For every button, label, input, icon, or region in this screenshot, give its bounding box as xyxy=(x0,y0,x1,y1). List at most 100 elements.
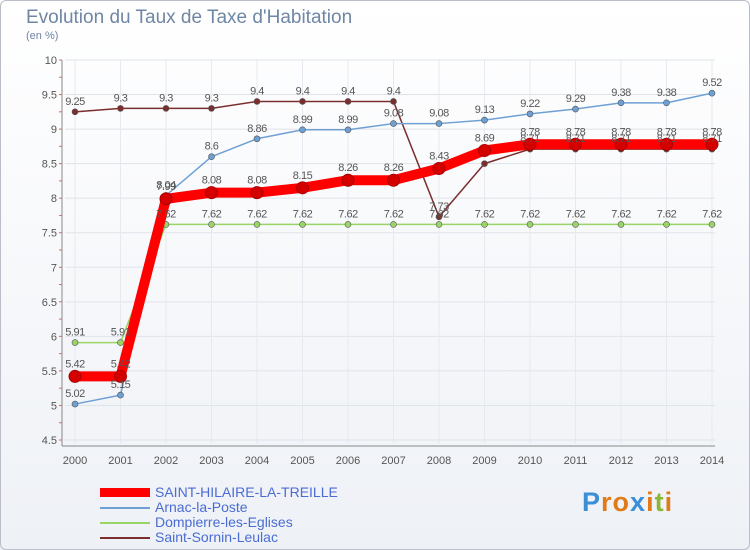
legend-swatch xyxy=(100,537,150,539)
data-label: 5.42 xyxy=(65,358,85,370)
x-tick-label: 2012 xyxy=(609,455,633,467)
y-tick-label: 8.5 xyxy=(42,159,57,171)
data-point xyxy=(162,105,170,112)
data-point xyxy=(68,369,82,383)
data-label: 8.08 xyxy=(202,175,222,187)
data-point xyxy=(660,137,673,151)
data-point xyxy=(71,108,79,116)
data-label: 9.3 xyxy=(114,92,128,104)
data-point xyxy=(208,221,215,228)
data-point xyxy=(614,137,628,151)
data-point xyxy=(708,221,716,228)
x-tick-label: 2014 xyxy=(700,455,724,467)
data-label: 9.08 xyxy=(429,108,449,120)
data-point xyxy=(481,160,488,167)
data-point xyxy=(523,137,537,151)
x-tick-label: 2004 xyxy=(245,455,269,467)
logo-letter: P xyxy=(582,487,602,517)
data-point xyxy=(390,98,397,105)
proxiti-logo: Proxiti xyxy=(582,487,673,518)
logo-letter: o xyxy=(612,487,631,517)
data-label: 9.3 xyxy=(159,92,173,104)
x-tick-label: 2007 xyxy=(381,455,405,467)
data-label: 9.08 xyxy=(384,108,404,120)
data-point xyxy=(114,369,127,383)
x-tick-label: 2009 xyxy=(472,455,496,467)
y-tick-label: 8 xyxy=(51,193,57,205)
y-tick-label: 9.5 xyxy=(42,90,57,102)
data-label: 7.62 xyxy=(338,208,358,220)
x-tick-label: 2002 xyxy=(154,455,178,467)
line-chart: 4.5 5 5.5 6 6.5 7 7.5 8 8.5 9 9.5 10 2000 2001 2002 200… xyxy=(42,55,725,467)
data-point xyxy=(390,221,397,228)
data-point xyxy=(617,99,625,107)
data-point xyxy=(253,98,261,105)
data-point xyxy=(344,98,352,105)
data-point xyxy=(117,105,124,112)
data-point xyxy=(299,98,306,105)
data-label: 8.43 xyxy=(429,150,449,162)
data-label: 9.4 xyxy=(250,85,264,97)
legend-swatch xyxy=(100,488,150,497)
y-tick-label: 6 xyxy=(51,331,57,343)
data-point xyxy=(205,186,218,200)
data-label: 8.69 xyxy=(475,133,495,145)
legend-label: SAINT-HILAIRE-LA-TREILLE xyxy=(155,484,338,500)
data-label: 9.3 xyxy=(205,92,219,104)
data-point xyxy=(663,99,670,107)
data-label: 7.62 xyxy=(202,208,222,220)
data-point xyxy=(208,153,215,161)
logo-letter: i xyxy=(646,487,655,517)
axes: 4.5 5 5.5 6 6.5 7 7.5 8 8.5 9 9.5 10 2000 2001 2002 200… xyxy=(42,55,725,467)
data-label: 5.91 xyxy=(111,327,131,339)
data-label: 5.15 xyxy=(111,379,131,391)
x-tick-label: 2003 xyxy=(199,455,223,467)
data-point xyxy=(71,339,79,346)
logo-letter: x xyxy=(630,487,647,517)
data-label: 9.38 xyxy=(611,87,631,99)
data-label: 8.15 xyxy=(293,170,313,182)
x-tick-label: 2005 xyxy=(290,455,314,467)
data-point xyxy=(435,120,443,127)
data-label: 8.08 xyxy=(247,175,267,187)
x-tick-label: 2000 xyxy=(63,455,87,467)
data-label: 7.99 xyxy=(156,181,176,193)
data-point xyxy=(71,400,79,408)
data-label: 9.4 xyxy=(387,85,401,97)
data-label: 9.38 xyxy=(657,87,677,99)
data-label: 7.62 xyxy=(611,208,631,220)
data-point xyxy=(117,339,124,346)
legend-label: Dompierre-les-Eglises xyxy=(155,514,293,530)
data-label: 9.25 xyxy=(65,96,85,108)
data-label: 7.73 xyxy=(429,201,449,213)
data-point xyxy=(387,173,400,187)
data-label: 7.62 xyxy=(475,208,495,220)
data-label: 8.6 xyxy=(205,141,219,153)
data-point xyxy=(253,135,261,143)
data-point xyxy=(526,221,534,228)
data-point xyxy=(117,391,124,399)
data-label: 7.62 xyxy=(293,208,313,220)
data-point xyxy=(526,110,534,118)
data-point xyxy=(705,137,719,151)
data-label: 8.78 xyxy=(566,126,586,138)
legend-label: Saint-Sornin-Leulac xyxy=(155,529,278,545)
data-point xyxy=(435,221,443,228)
legend-swatch xyxy=(100,507,150,509)
data-label: 9.4 xyxy=(296,85,310,97)
data-label: 8.99 xyxy=(293,114,313,126)
data-point xyxy=(253,221,261,228)
data-point xyxy=(478,144,491,158)
y-axis-unit-label: (en %) xyxy=(26,30,59,42)
data-label: 8.86 xyxy=(247,123,267,135)
data-label: 7.62 xyxy=(657,208,677,220)
data-point xyxy=(481,116,488,124)
data-labels: 9.25 9.3 9.3 9.39.4 9.4 9.4 9.47.738.71 8.71 8.7… xyxy=(65,77,722,400)
data-label: 5.02 xyxy=(65,388,85,400)
data-label: 9.4 xyxy=(341,85,355,97)
data-point xyxy=(663,221,670,228)
logo-letter: r xyxy=(601,487,613,517)
data-point xyxy=(435,213,443,221)
data-label: 8.71 xyxy=(520,133,540,145)
data-point xyxy=(341,173,355,187)
